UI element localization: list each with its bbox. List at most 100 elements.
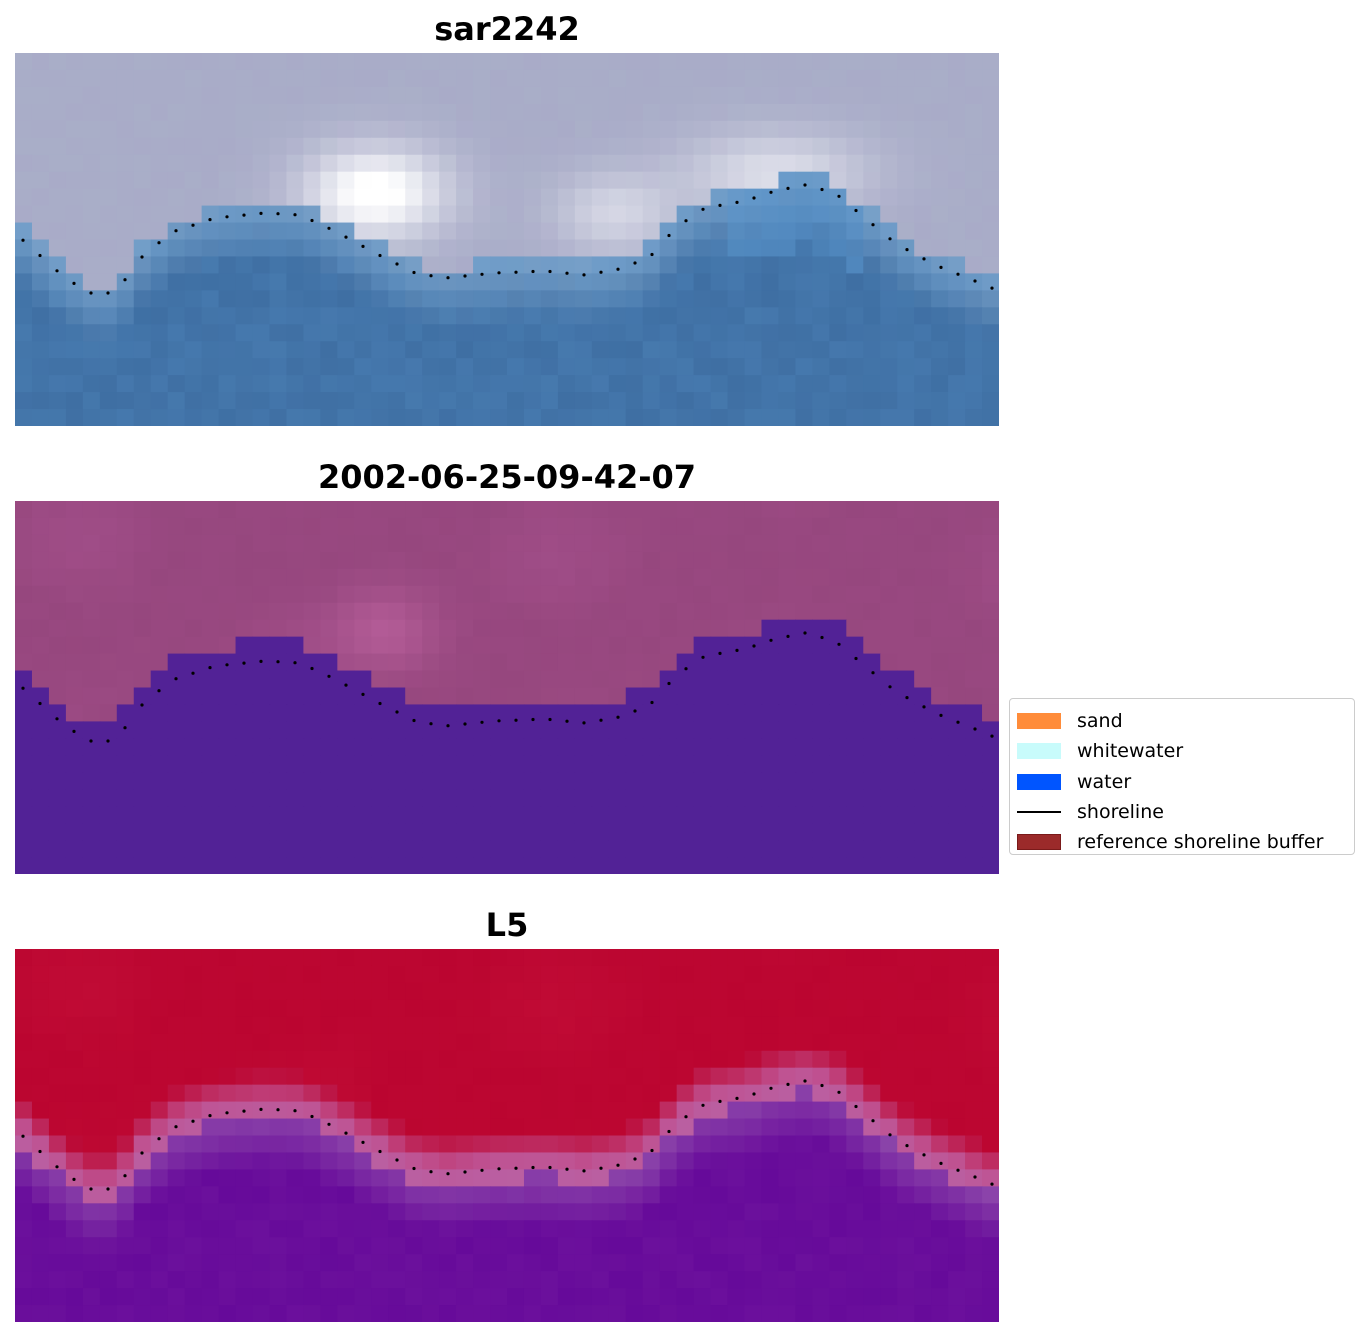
shoreline-dot bbox=[463, 722, 467, 726]
classified-image-canvas bbox=[15, 501, 999, 874]
shoreline-dot bbox=[310, 1114, 314, 1119]
shoreline-dot bbox=[497, 271, 501, 275]
shoreline-dot bbox=[735, 648, 739, 652]
shoreline-dot bbox=[786, 186, 790, 190]
legend-label-shoreline: shoreline bbox=[1077, 801, 1164, 824]
shoreline-dot bbox=[191, 671, 195, 675]
shoreline-dot bbox=[276, 212, 280, 216]
shoreline-dot bbox=[599, 718, 603, 722]
shoreline-dot bbox=[701, 1103, 705, 1107]
shoreline-dot bbox=[820, 187, 824, 192]
shoreline-dot bbox=[667, 1129, 671, 1134]
legend-label-whitewater: whitewater bbox=[1077, 740, 1184, 763]
shoreline-dot bbox=[820, 1083, 824, 1088]
shoreline-dot bbox=[905, 1144, 909, 1148]
shoreline-dot bbox=[242, 213, 246, 217]
shoreline-dot bbox=[701, 207, 705, 211]
shoreline-dot bbox=[123, 726, 127, 730]
shoreline-dot bbox=[191, 1119, 195, 1123]
shoreline-dot bbox=[922, 705, 926, 709]
shoreline-dot bbox=[582, 273, 586, 277]
shoreline-dot bbox=[973, 727, 977, 731]
shoreline-dot bbox=[310, 666, 314, 671]
shoreline-dot bbox=[735, 200, 739, 204]
shoreline-dot bbox=[633, 709, 637, 713]
shoreline-dot bbox=[72, 281, 76, 285]
shoreline-dot bbox=[429, 722, 433, 726]
shoreline-dot bbox=[922, 1153, 926, 1157]
l5-image-canvas bbox=[15, 949, 999, 1322]
shoreline-dot bbox=[106, 291, 110, 295]
shoreline-dot bbox=[820, 635, 824, 640]
shoreline-dot bbox=[38, 701, 42, 706]
legend-item-water: water bbox=[1017, 767, 1354, 797]
shoreline-dot bbox=[650, 700, 654, 705]
shoreline-dot bbox=[361, 692, 365, 696]
sand-swatch bbox=[1017, 713, 1061, 730]
shoreline-dot bbox=[990, 286, 994, 290]
shoreline-dot bbox=[633, 1157, 637, 1161]
shoreline-dot bbox=[531, 269, 535, 274]
shoreline-dot bbox=[565, 719, 569, 723]
shoreline-dot bbox=[21, 1134, 25, 1138]
shoreline-dot bbox=[497, 719, 501, 723]
shoreline-dot bbox=[191, 223, 195, 227]
shoreline-dot bbox=[89, 291, 93, 295]
shoreline-dot bbox=[599, 270, 603, 274]
shoreline-dot bbox=[378, 253, 382, 258]
shoreline-dot bbox=[769, 190, 773, 194]
panel-title-sar: sar2242 bbox=[434, 10, 580, 48]
shoreline-dot bbox=[871, 671, 875, 675]
whitewater-swatch bbox=[1017, 743, 1061, 760]
shoreline-dots bbox=[21, 1079, 994, 1191]
legend: sand whitewater water shoreline referenc… bbox=[1009, 698, 1355, 855]
shoreline-dot bbox=[378, 701, 382, 706]
shoreline-dot bbox=[837, 642, 841, 646]
shoreline-dot bbox=[718, 1099, 722, 1103]
shoreline-dot bbox=[582, 721, 586, 725]
shoreline-dot bbox=[616, 267, 620, 271]
water-swatch bbox=[1017, 773, 1061, 790]
shoreline-dot bbox=[480, 720, 484, 724]
shoreline-dot bbox=[786, 1082, 790, 1086]
legend-item-reference-buffer: reference shoreline buffer bbox=[1017, 827, 1354, 857]
shoreline-dot bbox=[616, 1163, 620, 1167]
panel-classified-image bbox=[15, 501, 999, 874]
shoreline-dot bbox=[990, 734, 994, 738]
shoreline-dots bbox=[21, 183, 994, 295]
shoreline-dot bbox=[89, 739, 93, 743]
shoreline-dot bbox=[939, 1161, 943, 1165]
shoreline-dot bbox=[837, 194, 841, 198]
panel-sar-image bbox=[15, 53, 999, 426]
shoreline-dot bbox=[225, 215, 229, 219]
shoreline-dot bbox=[208, 1114, 212, 1118]
shoreline-dot bbox=[327, 226, 331, 230]
shoreline-dots bbox=[21, 631, 994, 743]
shoreline-dot bbox=[684, 667, 688, 671]
raster-pixels bbox=[15, 949, 999, 1322]
legend-label-reference-buffer: reference shoreline buffer bbox=[1077, 831, 1324, 854]
shoreline-dot bbox=[854, 208, 858, 213]
shoreline-dot bbox=[531, 1165, 535, 1170]
shoreline-dot bbox=[769, 638, 773, 642]
shoreline-dot bbox=[310, 218, 314, 223]
reference-buffer-swatch bbox=[1017, 834, 1061, 851]
shoreline-dot bbox=[565, 1167, 569, 1171]
shoreline-dot bbox=[667, 681, 671, 686]
shoreline-dot bbox=[514, 718, 518, 722]
shoreline-dot bbox=[412, 1166, 416, 1171]
shoreline-dot bbox=[327, 1122, 331, 1126]
shoreline-dot bbox=[395, 710, 399, 714]
shoreline-dot bbox=[259, 211, 263, 215]
shoreline-dot bbox=[531, 717, 535, 722]
shoreline-dot bbox=[565, 271, 569, 275]
shoreline-dot bbox=[446, 724, 450, 728]
shoreline-dot bbox=[446, 1172, 450, 1176]
shoreline-dot bbox=[89, 1187, 93, 1191]
shoreline-dot bbox=[667, 233, 671, 238]
shoreline-dot bbox=[803, 1079, 807, 1083]
shoreline-dot bbox=[276, 1108, 280, 1112]
shoreline-line-swatch bbox=[1017, 811, 1061, 814]
shoreline-dot bbox=[429, 1170, 433, 1174]
panel-title-l5: L5 bbox=[485, 906, 529, 944]
